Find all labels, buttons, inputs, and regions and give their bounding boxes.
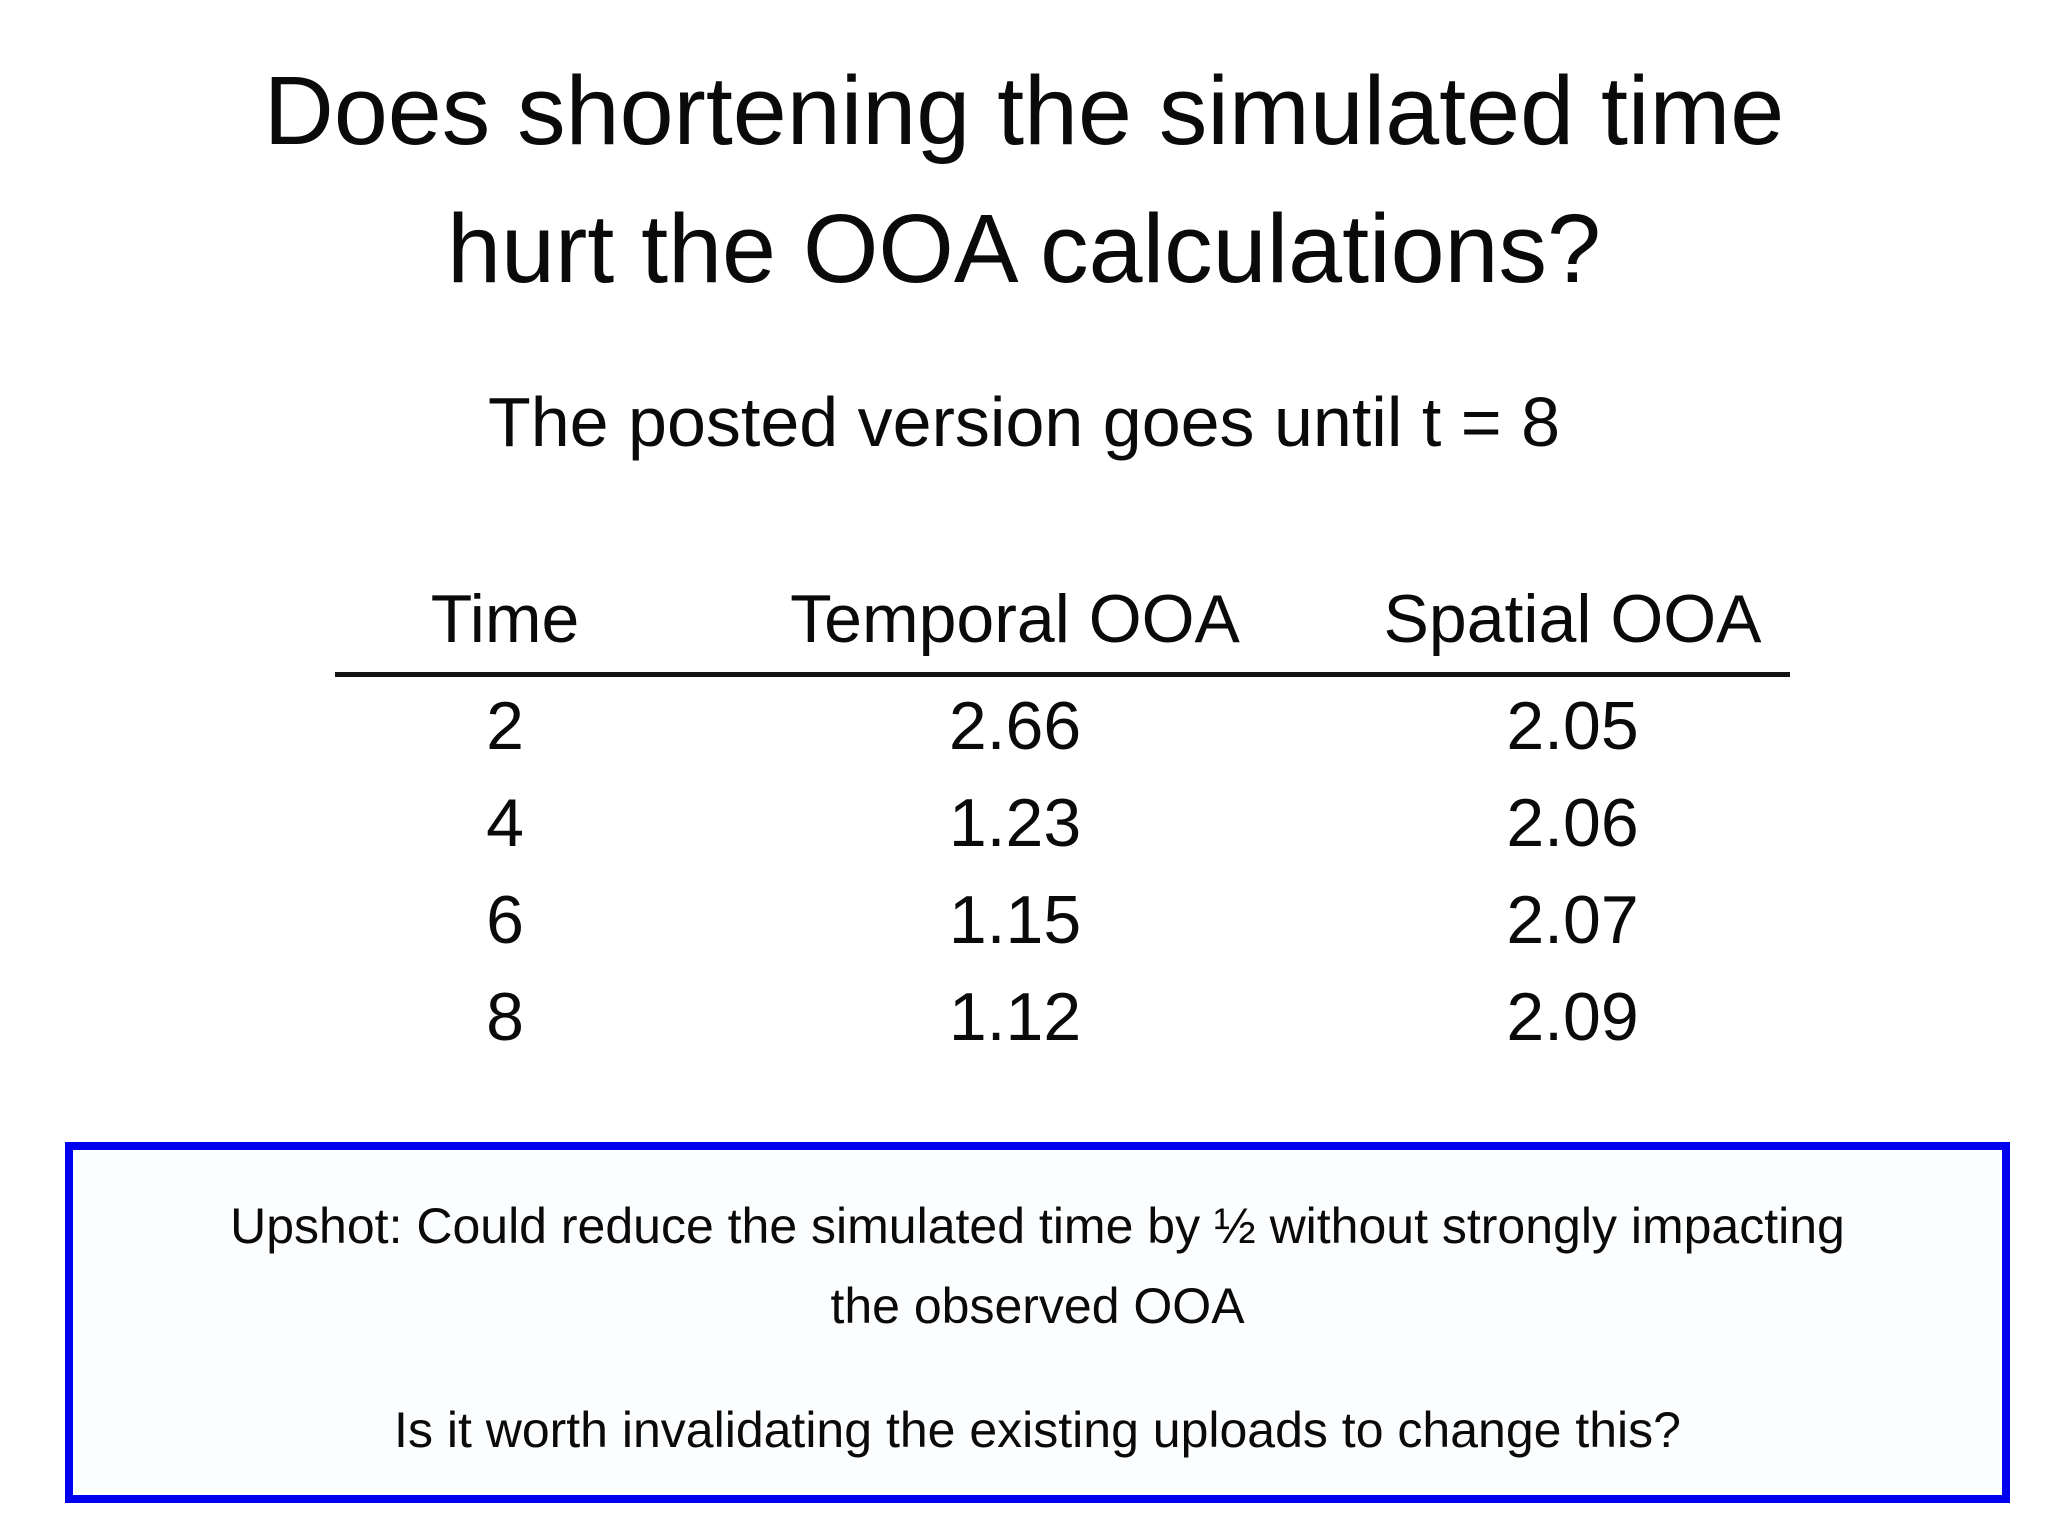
table-cell-temporal-ooa: 2.66 <box>948 687 1082 764</box>
table-row: 2 2.66 2.05 <box>335 675 1790 775</box>
table-cell-temporal-ooa: 1.23 <box>948 784 1082 861</box>
upshot-callout-box: Upshot: Could reduce the simulated time … <box>65 1142 2010 1503</box>
table-row: 4 1.23 2.06 <box>335 774 1790 871</box>
table-cell-spatial-ooa: 2.09 <box>1506 978 1639 1055</box>
table-cell-spatial-ooa: 2.06 <box>1506 784 1639 861</box>
table-cell-spatial-ooa: 2.07 <box>1506 881 1639 958</box>
table-cell-time: 4 <box>486 784 524 861</box>
table-cell-temporal-ooa: 1.12 <box>948 978 1082 1055</box>
callout-question-text: Is it worth invalidating the existing up… <box>394 1402 1681 1458</box>
table-header-row: Time Temporal OOA Spatial OOA <box>335 568 1790 677</box>
table-header-spatial-ooa: Spatial OOA <box>1355 568 1790 677</box>
slide-title-line-2: hurt the OOA calculations? <box>447 194 1601 303</box>
slide-subtitle: The posted version goes until t = 8 <box>487 383 1561 461</box>
table-row: 6 1.15 2.07 <box>335 871 1790 968</box>
table-cell-time: 6 <box>486 881 524 958</box>
callout-upshot-text: Upshot: Could reduce the simulated time … <box>230 1198 1845 1334</box>
table-cell-time: 8 <box>486 978 524 1055</box>
table-cell-spatial-ooa: 2.05 <box>1506 687 1639 764</box>
slide-title: Does shortening the simulated time hurt … <box>0 42 2048 318</box>
table-header-time: Time <box>335 568 675 677</box>
table-cell-temporal-ooa: 1.15 <box>948 881 1082 958</box>
slide-title-line-1: Does shortening the simulated time <box>263 56 1785 165</box>
table-row: 8 1.12 2.09 <box>335 968 1790 1065</box>
table-cell-time: 2 <box>486 687 524 764</box>
ooa-results-table: Time Temporal OOA Spatial OOA 2 2.66 2.0… <box>335 568 1790 1065</box>
table-header-temporal-ooa: Temporal OOA <box>675 568 1355 677</box>
